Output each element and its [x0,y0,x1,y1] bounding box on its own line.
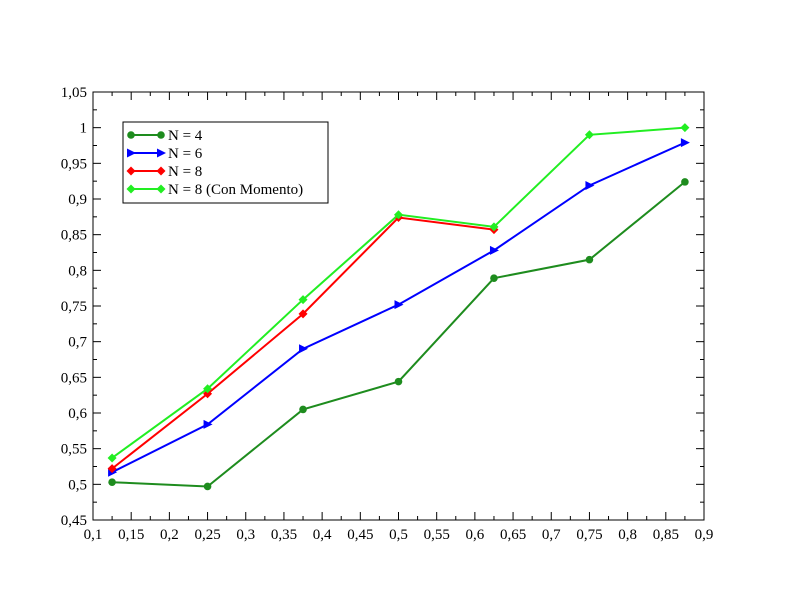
data-point [299,405,307,414]
x-tick-label: 0,45 [347,527,373,543]
x-tick-label: 0,1 [84,527,103,543]
y-tick-label: 0,75 [61,299,87,315]
y-tick-label: 0,45 [61,513,87,529]
data-point [107,453,117,463]
data-point [203,384,213,394]
legend-marker [127,131,135,139]
y-tick-label: 0,6 [68,406,87,422]
x-tick-label: 0,85 [653,527,679,543]
data-point [107,464,117,474]
x-tick-label: 0,8 [618,527,637,543]
legend-entry: N = 4 [127,128,203,144]
axis-tick-labels: 0,1 0,15 0,2 0,25 0,3 0,35 0,4 0,45 0,5 0,55 0,6 0,… [61,85,714,543]
data-point [299,344,309,354]
y-tick-label: 0,7 [68,335,87,351]
data-point [680,138,690,148]
data-point [108,478,116,486]
legend-label: N = 4 [168,128,203,144]
legend-entry: N = 8 [126,164,202,180]
legend-label: N = 6 [168,146,203,162]
data-point [394,300,404,310]
y-tick-label: 0,65 [61,370,87,386]
x-tick-label: 0,55 [424,527,450,543]
legend-entry: N = 6 [127,146,203,162]
x-tick-label: 0,7 [542,527,561,543]
x-tick-label: 0,3 [236,527,255,543]
legend-marker [156,166,166,176]
x-tick-label: 0,75 [576,527,602,543]
x-tick-label: 0,15 [118,527,144,543]
data-point [489,245,499,255]
data-point [394,210,403,220]
series-1 [108,178,689,491]
series-line [112,181,686,488]
data-point [298,309,308,319]
x-tick-label: 0,6 [466,527,485,543]
y-tick-label: 1,05 [61,85,87,101]
axis-ticks [92,91,705,521]
x-tick-label: 0,2 [160,527,179,543]
legend-marker [157,131,165,139]
x-tick-label: 0,4 [313,527,332,543]
y-tick-label: 0,8 [68,263,87,279]
series-3 [107,213,499,474]
data-point [203,419,213,429]
data-point [203,482,212,491]
series-layer [107,123,690,491]
data-point [680,123,690,133]
series-line [111,216,495,470]
legend: N = 4 N = 6 N = 8 N = 8 (Con Momento) [122,121,329,204]
x-tick-label: 0,5 [389,527,408,543]
y-tick-label: 0,9 [68,192,87,208]
data-point [490,274,498,282]
legend-marker [157,148,166,158]
x-tick-label: 0,9 [695,527,714,543]
y-tick-label: 0,5 [68,477,87,493]
x-tick-label: 0,25 [194,527,220,543]
data-point [394,377,403,386]
legend-label: N = 8 (Con Momento) [168,182,303,198]
data-point [585,180,595,190]
x-tick-label: 0,65 [500,527,526,543]
y-tick-label: 0,85 [61,228,87,244]
data-point [584,130,594,140]
data-point [489,222,499,232]
legend-marker [126,184,136,194]
y-tick-label: 0,55 [61,442,87,458]
y-tick-label: 0,95 [61,156,87,172]
legend-label: N = 8 [168,164,202,180]
data-point [585,255,594,264]
legend-marker [127,148,136,158]
legend-marker [126,166,136,176]
data-point [681,178,689,186]
y-tick-label: 1 [80,121,88,137]
data-point [298,295,308,305]
legend-entry: N = 8 (Con Momento) [126,182,303,198]
x-tick-label: 0,35 [271,527,297,543]
legend-marker [156,184,166,194]
series-4 [107,123,690,463]
